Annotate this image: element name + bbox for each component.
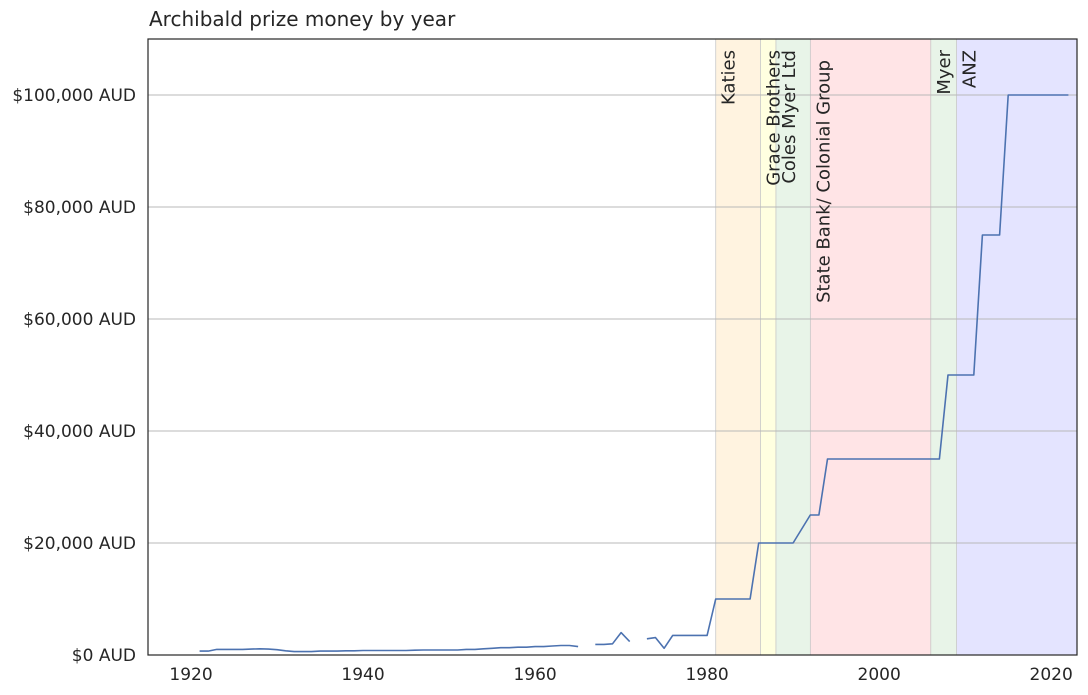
band-grace-brothers bbox=[760, 39, 776, 655]
y-tick-label: $0 AUD bbox=[72, 646, 136, 666]
band-label-myer: Myer bbox=[934, 49, 955, 94]
band-label-anz: ANZ bbox=[960, 50, 981, 88]
x-tick-label: 2020 bbox=[1030, 665, 1073, 685]
band-label-state-bank-colonial-group: State Bank/ Colonial Group bbox=[813, 60, 834, 303]
band-coles-myer-ltd bbox=[775, 39, 811, 655]
x-tick-label: 2000 bbox=[858, 665, 901, 685]
chart-title: Archibald prize money by year bbox=[149, 7, 456, 31]
y-axis: $0 AUD $20,000 AUD $40,000 AUD $60,000 AUD $… bbox=[12, 86, 136, 666]
y-tick-label: $60,000 AUD bbox=[23, 310, 136, 330]
plot-frame bbox=[147, 38, 1078, 656]
x-axis: 1920 1940 1960 1980 2000 2020 bbox=[169, 665, 1072, 685]
x-tick-label: 1920 bbox=[169, 665, 212, 685]
y-tick-label: $80,000 AUD bbox=[23, 198, 136, 218]
y-tick-label: $20,000 AUD bbox=[23, 534, 136, 554]
x-tick-label: 1960 bbox=[513, 665, 556, 685]
series-line-0 bbox=[199, 94, 1069, 653]
band-katies bbox=[715, 39, 761, 655]
band-label-katies: Katies bbox=[719, 50, 740, 105]
y-tick-label: $100,000 AUD bbox=[12, 86, 136, 106]
band-myer bbox=[930, 39, 957, 655]
band-anz bbox=[956, 39, 1077, 655]
y-tick-label: $40,000 AUD bbox=[23, 422, 136, 442]
band-label-grace-brothers: Grace Brothers bbox=[763, 50, 784, 186]
x-tick-label: 1940 bbox=[341, 665, 384, 685]
x-tick-label: 1980 bbox=[685, 665, 728, 685]
band-state-bank-colonial-group bbox=[810, 39, 931, 655]
series-layer bbox=[199, 94, 1069, 653]
band-label-coles-myer-ltd: Coles Myer Ltd bbox=[779, 50, 800, 184]
sponsor-bands bbox=[715, 39, 1077, 655]
gridlines bbox=[148, 94, 1077, 544]
